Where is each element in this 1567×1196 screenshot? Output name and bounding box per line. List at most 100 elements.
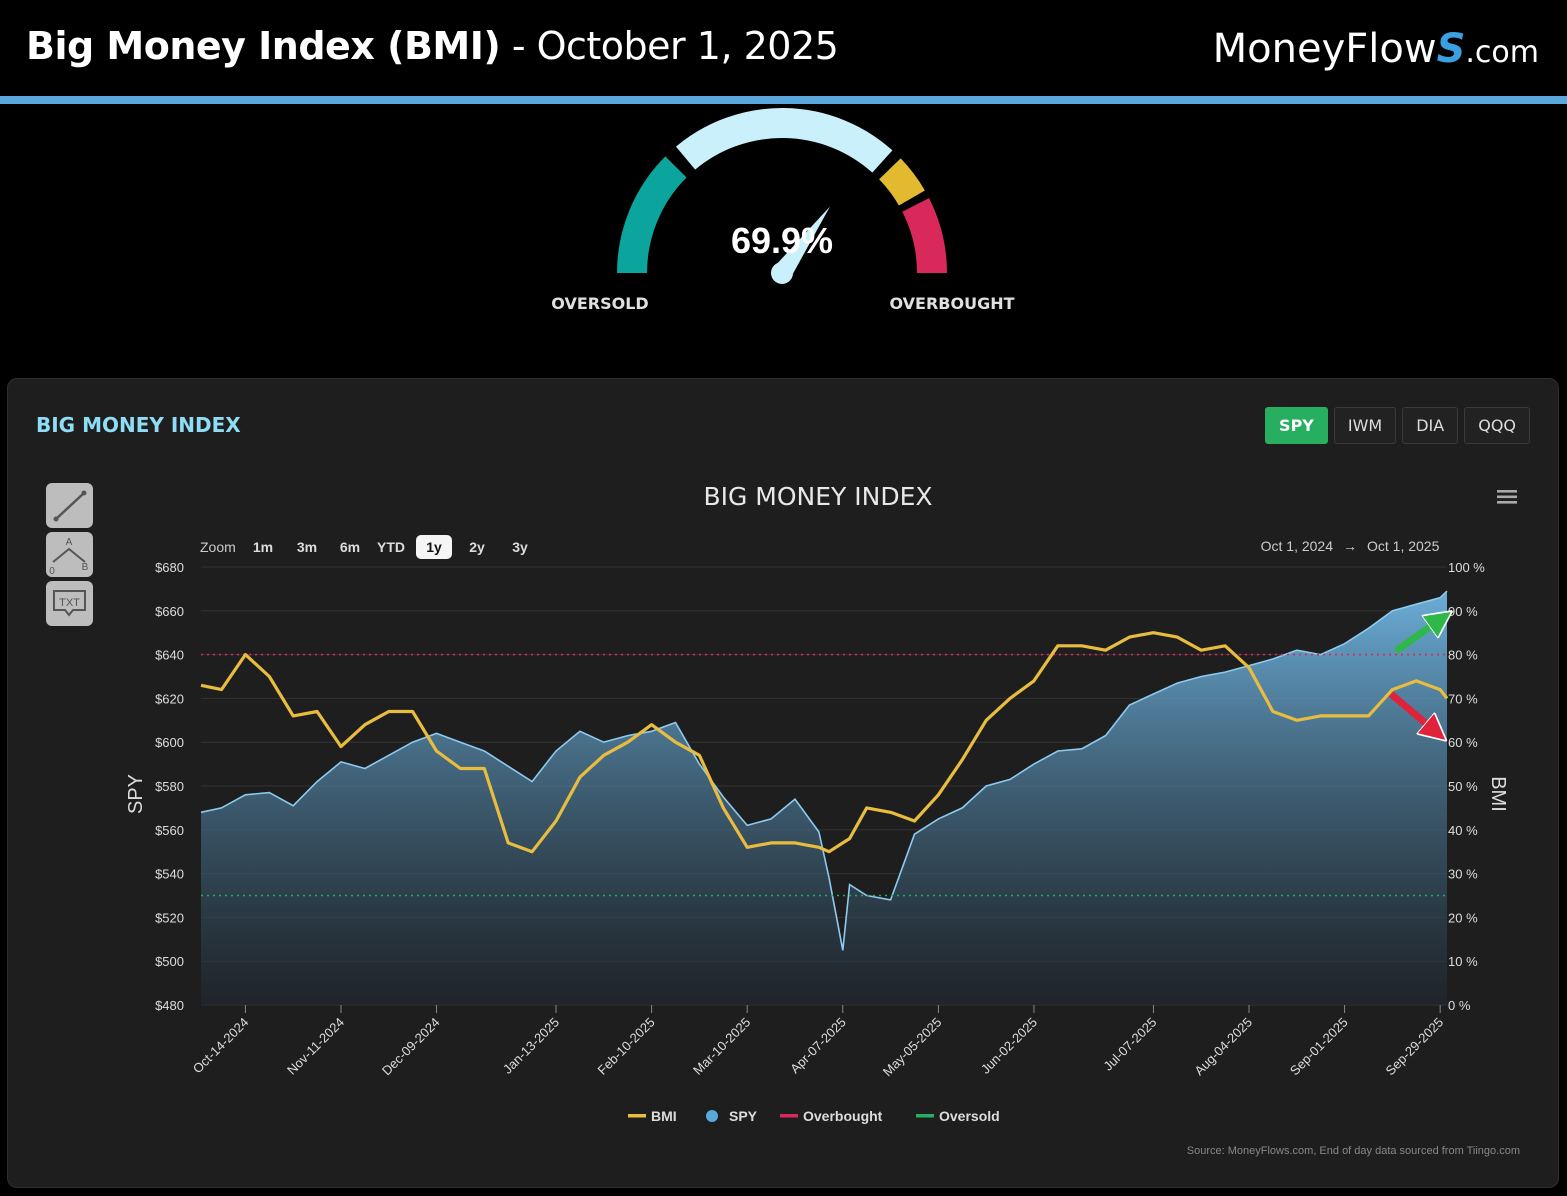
legend-label: Overbought [803, 1108, 883, 1124]
brand-logo[interactable]: MoneyFlowS.com [1213, 26, 1539, 72]
zoom-option-ytd[interactable]: YTD [377, 539, 405, 555]
left-axis-tick: $540 [155, 867, 184, 882]
right-axis-tick: 80 % [1448, 648, 1478, 663]
zoom-option-label: YTD [377, 539, 405, 555]
bmi-trend-arrow [1388, 691, 1436, 732]
zoom-option-3m[interactable]: 3m [297, 539, 317, 555]
left-axis-tick: $640 [155, 648, 184, 663]
index-selector: SPY IWM DIA QQQ [1265, 407, 1530, 444]
zoom-option-label: 2y [469, 539, 485, 555]
right-axis-tick: 100 % [1448, 560, 1485, 575]
brand-s-glyph: S [1436, 26, 1466, 72]
title-date: October 1, 2025 [536, 24, 839, 68]
source-note: Source: MoneyFlows.com, End of day data … [1187, 1145, 1520, 1157]
chart-legend: BMI SPY Overbought Oversold [628, 1108, 1000, 1124]
accent-divider [0, 96, 1567, 104]
page-title: Big Money Index (BMI) - October 1, 2025 [26, 24, 839, 68]
right-axis-tick: 60 % [1448, 735, 1478, 750]
x-tick-label: Jan-13-2025 [500, 1015, 562, 1077]
zoom-option-highlight [416, 535, 452, 559]
measure-label-b: B [82, 562, 89, 573]
right-axis-tick: 30 % [1448, 867, 1478, 882]
left-axis-tick: $680 [155, 560, 184, 575]
legend-marker [780, 1114, 798, 1118]
zoom-option-3y[interactable]: 3y [512, 539, 528, 555]
zoom-option-label: 1y [426, 539, 442, 555]
spy-trend-arrow [1393, 619, 1441, 654]
spy-area [201, 591, 1447, 1005]
legend-marker [916, 1114, 934, 1118]
gauge-segment-overbought [902, 198, 947, 274]
left-axis-tick: $620 [155, 691, 184, 706]
right-axis-tick: 50 % [1448, 779, 1478, 794]
x-tick-label: Oct-14-2024 [190, 1015, 252, 1077]
legend-item-oversold[interactable]: Oversold [916, 1108, 1000, 1124]
zoom-option-1y[interactable]: 1y [416, 535, 452, 559]
right-axis-tick: 10 % [1448, 954, 1478, 969]
legend-item-spy[interactable]: SPY [706, 1108, 758, 1124]
spy-line [200, 590, 1448, 951]
x-tick-label: Feb-10-2025 [594, 1015, 657, 1078]
right-axis-ticks: 100 % 90 % 80 % 70 % 60 % 50 % 40 % 30 % 20 % 10 … [1448, 560, 1485, 1013]
index-button-iwm[interactable]: IWM [1333, 407, 1397, 444]
bmi-chart-panel: BIG MONEY INDEX SPY IWM DIA QQQ A 0 B TX… [7, 378, 1559, 1188]
x-tick-label: Aug-04-2025 [1191, 1015, 1255, 1079]
header-bar: Big Money Index (BMI) - October 1, 2025 … [0, 0, 1567, 96]
x-tick-label: May-05-2025 [880, 1015, 945, 1080]
text-tool-button[interactable]: TXT [46, 581, 93, 626]
gauge-needle [773, 206, 830, 279]
index-button-spy[interactable]: SPY [1265, 407, 1328, 444]
brand-name: MoneyFlow [1212, 26, 1437, 72]
bmi-line [200, 631, 1449, 854]
legend-label: Oversold [939, 1108, 1000, 1124]
text-tool-label: TXT [59, 597, 80, 609]
zoom-option-2y[interactable]: 2y [469, 539, 485, 555]
text-tool-icon: TXT [53, 590, 86, 617]
gauge-segment-oversold [617, 156, 687, 274]
gauge-segment-warning [878, 158, 925, 206]
panel-title: BIG MONEY INDEX [36, 413, 241, 437]
line-tool-button[interactable] [46, 483, 93, 528]
legend-marker [706, 1110, 718, 1122]
zoom-option-label: 3m [297, 539, 317, 555]
index-button-qqq[interactable]: QQQ [1464, 407, 1530, 444]
zoom-option-6m[interactable]: 6m [340, 539, 360, 555]
legend-label: SPY [729, 1108, 758, 1124]
index-button-dia[interactable]: DIA [1402, 407, 1459, 444]
x-tick-label: Nov-11-2024 [284, 1015, 347, 1078]
range-arrow: → [1343, 538, 1357, 554]
right-axis-tick: 0 % [1448, 998, 1471, 1013]
line-tool-icon [53, 490, 87, 522]
measure-label-a: A [66, 537, 73, 548]
left-axis-tick: $500 [155, 954, 184, 969]
gauge-overbought-label: OVERBOUGHT [889, 294, 1014, 313]
left-axis-tick: $660 [155, 604, 184, 619]
right-axis-label: BMI [1487, 776, 1509, 812]
chart-title: BIG MONEY INDEX [703, 482, 932, 511]
right-axis-tick: 40 % [1448, 823, 1478, 838]
left-axis-ticks: $680 $660 $640 $620 $600 $580 $560 $540 $520 $500… [155, 560, 184, 1013]
zoom-label: Zoom [200, 539, 236, 555]
gauge-oversold-label: OVERSOLD [551, 294, 648, 313]
x-tick-label: Dec-09-2024 [379, 1015, 443, 1079]
left-axis-tick: $520 [155, 910, 184, 925]
title-text: Big Money Index (BMI) [26, 24, 501, 68]
measure-label-0: 0 [49, 566, 55, 577]
right-axis-tick: 70 % [1448, 691, 1478, 706]
x-tick-label: Jul-07-2025 [1100, 1015, 1159, 1074]
x-tick-label: Jun-02-2025 [978, 1015, 1040, 1077]
legend-item-bmi[interactable]: BMI [628, 1108, 677, 1124]
zoom-option-1m[interactable]: 1m [253, 539, 273, 555]
hamburger-menu-icon[interactable] [1497, 490, 1517, 504]
x-tick-label: Sep-01-2025 [1287, 1015, 1351, 1079]
gauge-value: 69.9% [731, 220, 833, 261]
measure-tool-button[interactable]: A 0 B [46, 532, 93, 577]
left-axis-tick: $480 [155, 998, 184, 1013]
range-to: Oct 1, 2025 [1367, 538, 1440, 554]
legend-item-overbought[interactable]: Overbought [780, 1108, 883, 1124]
zoom-option-label: 3y [512, 539, 528, 555]
x-axis-ticks: Oct-14-2024 Nov-11-2024 Dec-09-2024 Jan-13-… [190, 1005, 1446, 1080]
zoom-options: 1m 3m 6m YTD 1y 2y 3y [253, 535, 528, 559]
zoom-option-label: 6m [340, 539, 360, 555]
gauge-segment-neutral [675, 108, 893, 173]
